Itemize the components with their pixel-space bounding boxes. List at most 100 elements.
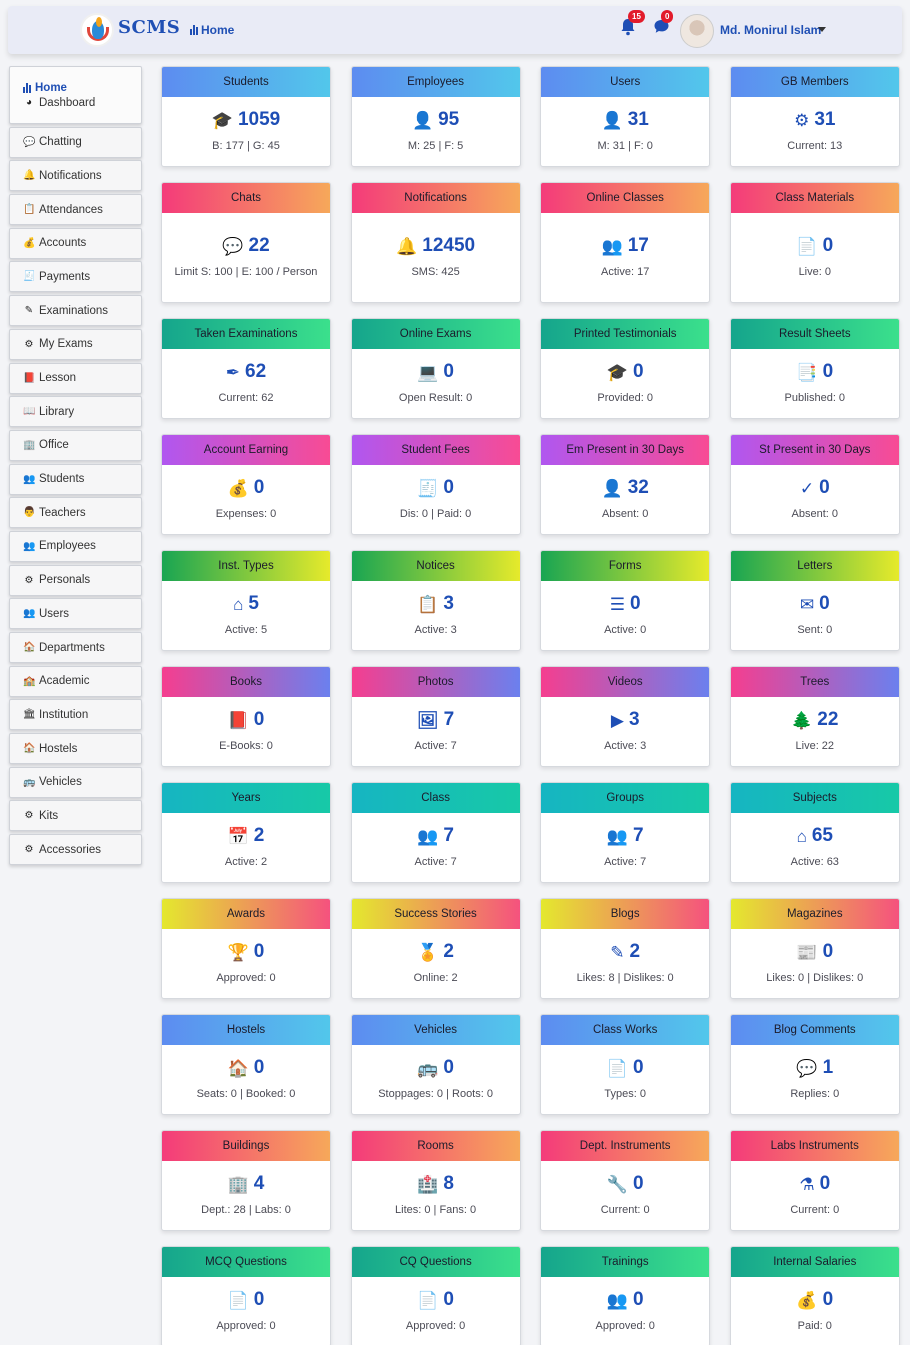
sidebar-item-employees[interactable]: 👥 Employees (9, 530, 142, 562)
stat-card-users[interactable]: Users 👤 31 M: 31 | F: 0 (540, 66, 711, 167)
stat-card-groups[interactable]: Groups 👥 7 Active: 7 (540, 782, 711, 883)
file-lines-icon: 📄 (606, 1058, 628, 1078)
sidebar-item-personals[interactable]: ⚙ Personals (9, 564, 142, 596)
sidebar-item-users[interactable]: 👥 Users (9, 598, 142, 630)
stat-card-letters[interactable]: Letters ✉ 0 Sent: 0 (729, 550, 900, 651)
stat-card-printed-testimonials[interactable]: Printed Testimonials 🎓 0 Provided: 0 (540, 318, 711, 419)
user-menu-toggle[interactable]: Md. Monirul Islam (720, 23, 822, 37)
stat-card-awards[interactable]: Awards 🏆 0 Approved: 0 (161, 898, 331, 999)
stat-card-buildings[interactable]: Buildings 🏢 4 Dept.: 28 | Labs: 0 (161, 1130, 331, 1231)
stat-card-class-works[interactable]: Class Works 📄 0 Types: 0 (540, 1014, 711, 1115)
chevron-down-icon[interactable] (818, 27, 826, 32)
brand-name[interactable]: SCMS (118, 17, 181, 38)
envelope-icon: ✉ (799, 594, 815, 614)
list-icon: ☰ (609, 594, 626, 614)
stat-card-taken-examinations[interactable]: Taken Examinations ✒ 62 Current: 62 (161, 318, 331, 419)
sidebar-item-notifications[interactable]: 🔔 Notifications (9, 160, 142, 192)
sidebar-item-examinations[interactable]: ✎ Examinations (9, 295, 142, 327)
sidebar-item-hostels[interactable]: 🏠 Hostels (9, 733, 142, 765)
card-value-row: 👥 0 (607, 1289, 644, 1311)
stat-card-years[interactable]: Years 📅 2 Active: 2 (161, 782, 331, 883)
sidebar-item-label: Departments (39, 641, 105, 654)
stat-card-em-present-in-30-days[interactable]: Em Present in 30 Days 👤 32 Absent: 0 (540, 434, 711, 535)
stat-card-student-fees[interactable]: Student Fees 🧾 0 Dis: 0 | Paid: 0 (350, 434, 521, 535)
pen-icon: ✒ (225, 362, 241, 382)
stat-card-photos[interactable]: Photos 🖼 7 Active: 7 (350, 666, 521, 767)
stat-card-class-materials[interactable]: Class Materials 📄 0 Live: 0 (729, 182, 900, 303)
stat-card-success-stories[interactable]: Success Stories 🏅 2 Online: 2 (350, 898, 521, 999)
card-title: Class Works (541, 1015, 710, 1045)
user-avatar[interactable] (680, 14, 714, 48)
stat-card-labs-instruments[interactable]: Labs Instruments ⚗ 0 Current: 0 (729, 1130, 900, 1231)
sidebar-item-teachers[interactable]: 👨 Teachers (9, 497, 142, 529)
stat-card-trainings[interactable]: Trainings 👥 0 Approved: 0 (540, 1246, 711, 1345)
card-value-row: 👤 95 (412, 109, 459, 131)
stat-card-result-sheets[interactable]: Result Sheets 📑 0 Published: 0 (729, 318, 900, 419)
chat-icon (654, 20, 669, 33)
stat-card-hostels[interactable]: Hostels 🏠 0 Seats: 0 | Booked: 0 (161, 1014, 331, 1115)
sidebar-item-vehicles[interactable]: 🚌 Vehicles (9, 766, 142, 798)
stat-card-subjects[interactable]: Subjects ⌂ 65 Active: 63 (729, 782, 900, 883)
sidebar-item-payments[interactable]: 🧾 Payments (9, 261, 142, 293)
stat-card-trees[interactable]: Trees 🌲 22 Live: 22 (729, 666, 900, 767)
card-subtext: Dept.: 28 | Labs: 0 (201, 1204, 291, 1216)
stat-card-notices[interactable]: Notices 📋 3 Active: 3 (350, 550, 521, 651)
stat-card-students[interactable]: Students 🎓 1059 B: 177 | G: 45 (161, 66, 331, 167)
stat-card-online-classes[interactable]: Online Classes 👥 17 Active: 17 (540, 182, 711, 303)
card-title: Class Materials (730, 183, 899, 213)
stat-card-blog-comments[interactable]: Blog Comments 💬 1 Replies: 0 (729, 1014, 900, 1115)
card-value-row: ⌂ 5 (233, 593, 259, 615)
sidebar-item-students[interactable]: 👥 Students (9, 463, 142, 495)
stat-card-account-earning[interactable]: Account Earning 💰 0 Expenses: 0 (161, 434, 331, 535)
sidebar-item-dashboard[interactable]: ◕ Dashboard (23, 97, 95, 109)
sidebar-home-dashboard[interactable]: Home ◕ Dashboard (9, 66, 142, 124)
stat-card-online-exams[interactable]: Online Exams 💻 0 Open Result: 0 (350, 318, 521, 419)
sidebar-item-chatting[interactable]: 💬 Chatting (9, 126, 142, 158)
sidebar-item-home[interactable]: Home (23, 82, 67, 94)
stat-card-gb-members[interactable]: GB Members ⚙ 31 Current: 13 (729, 66, 900, 167)
sidebar-item-attendances[interactable]: 📋 Attendances (9, 194, 142, 226)
stat-card-dept-instruments[interactable]: Dept. Instruments 🔧 0 Current: 0 (540, 1130, 711, 1231)
stat-card-notifications[interactable]: Notifications 🔔 12450 SMS: 425 (350, 182, 521, 303)
card-title: Books (162, 667, 330, 697)
stat-card-vehicles[interactable]: Vehicles 🚌 0 Stoppages: 0 | Roots: 0 (350, 1014, 521, 1115)
stat-card-st-present-in-30-days[interactable]: St Present in 30 Days ✓ 0 Absent: 0 (729, 434, 900, 535)
home-nav-link[interactable]: Home (190, 23, 234, 37)
card-subtext: Current: 62 (218, 392, 274, 404)
logo-icon[interactable] (80, 13, 114, 47)
stat-card-class[interactable]: Class 👥 7 Active: 7 (350, 782, 521, 883)
sidebar-item-academic[interactable]: 🏫 Academic (9, 665, 142, 697)
card-title: Students (162, 67, 330, 97)
stat-card-forms[interactable]: Forms ☰ 0 Active: 0 (540, 550, 711, 651)
students-icon: 👥 (23, 473, 36, 485)
stat-card-books[interactable]: Books 📕 0 E-Books: 0 (161, 666, 331, 767)
sidebar-item-my-exams[interactable]: ⚙ My Exams (9, 328, 142, 360)
card-body: 🖼 7 Active: 7 (352, 697, 520, 766)
sidebar-item-accessories[interactable]: ⚙ Accessories (9, 834, 142, 866)
stat-card-rooms[interactable]: Rooms 🏥 8 Lites: 0 | Fans: 0 (350, 1130, 521, 1231)
stat-card-inst-types[interactable]: Inst. Types ⌂ 5 Active: 5 (161, 550, 331, 651)
card-value: 4 (253, 1173, 265, 1194)
stat-card-mcq-questions[interactable]: MCQ Questions 📄 0 Approved: 0 (161, 1246, 331, 1345)
stat-card-blogs[interactable]: Blogs ✎ 2 Likes: 8 | Dislikes: 0 (540, 898, 711, 999)
sidebar-item-lesson[interactable]: 📕 Lesson (9, 362, 142, 394)
card-value-row: 🏥 8 (417, 1173, 454, 1195)
stat-card-videos[interactable]: Videos ▶ 3 Active: 3 (540, 666, 711, 767)
sidebar-item-departments[interactable]: 🏠 Departments (9, 632, 142, 663)
notification-bell-button[interactable]: 15 (620, 10, 645, 40)
card-value: 0 (253, 709, 265, 730)
sidebar-item-label: Users (39, 607, 70, 620)
users-icon: 👥 (417, 826, 439, 846)
sidebar-item-institution[interactable]: 🏛 Institution (9, 699, 142, 731)
stat-card-cq-questions[interactable]: CQ Questions 📄 0 Approved: 0 (350, 1246, 521, 1345)
sidebar-item-library[interactable]: 📖 Library (9, 396, 142, 428)
stat-card-internal-salaries[interactable]: Internal Salaries 💰 0 Paid: 0 (729, 1246, 900, 1345)
stat-card-employees[interactable]: Employees 👤 95 M: 25 | F: 5 (350, 66, 521, 167)
messages-button[interactable]: 0 (653, 10, 674, 40)
stat-card-chats[interactable]: Chats 💬 22 Limit S: 100 | E: 100 / Person (161, 182, 331, 303)
sidebar-item-office[interactable]: 🏢 Office (9, 429, 142, 461)
sidebar-item-kits[interactable]: ⚙ Kits (9, 800, 142, 832)
flask-icon: ⚗ (799, 1174, 815, 1194)
sidebar-item-accounts[interactable]: 💰 Accounts (9, 227, 142, 259)
stat-card-magazines[interactable]: Magazines 📰 0 Likes: 0 | Dislikes: 0 (729, 898, 900, 999)
